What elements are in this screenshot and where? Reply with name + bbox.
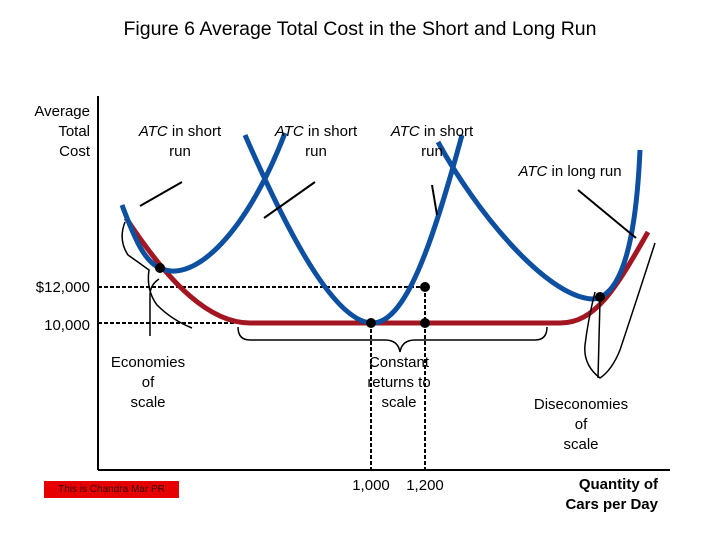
srac-curve-3 — [435, 140, 643, 302]
pointer-lrac — [577, 189, 637, 239]
lrac-label-italic: ATC — [518, 163, 548, 180]
point-q1200-12000 — [420, 282, 430, 292]
region-constant: Constant returns to scale — [367, 354, 431, 411]
point-srac1-12000 — [155, 263, 165, 273]
point-q1000-10000 — [366, 318, 376, 328]
point-q1200-10000 — [420, 318, 430, 328]
lrac-label-rest: in long run — [547, 163, 622, 180]
srac-label-3: ATC in short run — [372, 122, 492, 162]
srac-label-1: ATC in short run — [120, 122, 240, 162]
srac-label-3-rest: in short run — [421, 123, 474, 160]
y-axis-label: Average Total Cost — [34, 103, 90, 160]
srac-curve-2 — [242, 133, 465, 326]
lrac-label: ATC in long run — [500, 162, 640, 182]
y-tick-10000: 10,000 — [44, 317, 90, 334]
srac-label-1-italic: ATC — [138, 123, 168, 140]
lrac-curve — [123, 216, 651, 326]
pointer-srac-3 — [431, 184, 438, 216]
srac-label-3-italic: ATC — [390, 123, 420, 140]
region-diseconomies: Diseconomies of scale — [533, 396, 629, 453]
x-axis-label: Quantity of Cars per Day — [565, 476, 658, 513]
bracket-economies — [121, 221, 193, 329]
region-economies: Economies of scale — [110, 354, 186, 411]
y-tick-12000: $12,000 — [35, 279, 90, 296]
srac-label-2: ATC in short run — [256, 122, 376, 162]
watermark: This is Chandra Mar PR — [44, 481, 179, 498]
x-tick-1200: 1,200 — [406, 477, 444, 494]
pointer-srac-2 — [263, 181, 316, 219]
srac-label-2-rest: in short run — [305, 123, 358, 160]
srac-label-2-italic: ATC — [274, 123, 304, 140]
pointer-srac-1 — [139, 181, 183, 207]
point-srac3-min — [595, 292, 605, 302]
x-tick-1000: 1,000 — [352, 477, 390, 494]
bracket-constant — [237, 326, 548, 353]
srac-curve-1 — [119, 132, 288, 274]
srac-label-1-rest: in short run — [169, 123, 222, 160]
chart-title: Figure 6 Average Total Cost in the Short… — [123, 18, 597, 40]
bracket-economies-tip — [149, 278, 160, 336]
bracket-diseconomies — [584, 242, 656, 379]
bracket-diseconomies-link — [597, 299, 601, 379]
